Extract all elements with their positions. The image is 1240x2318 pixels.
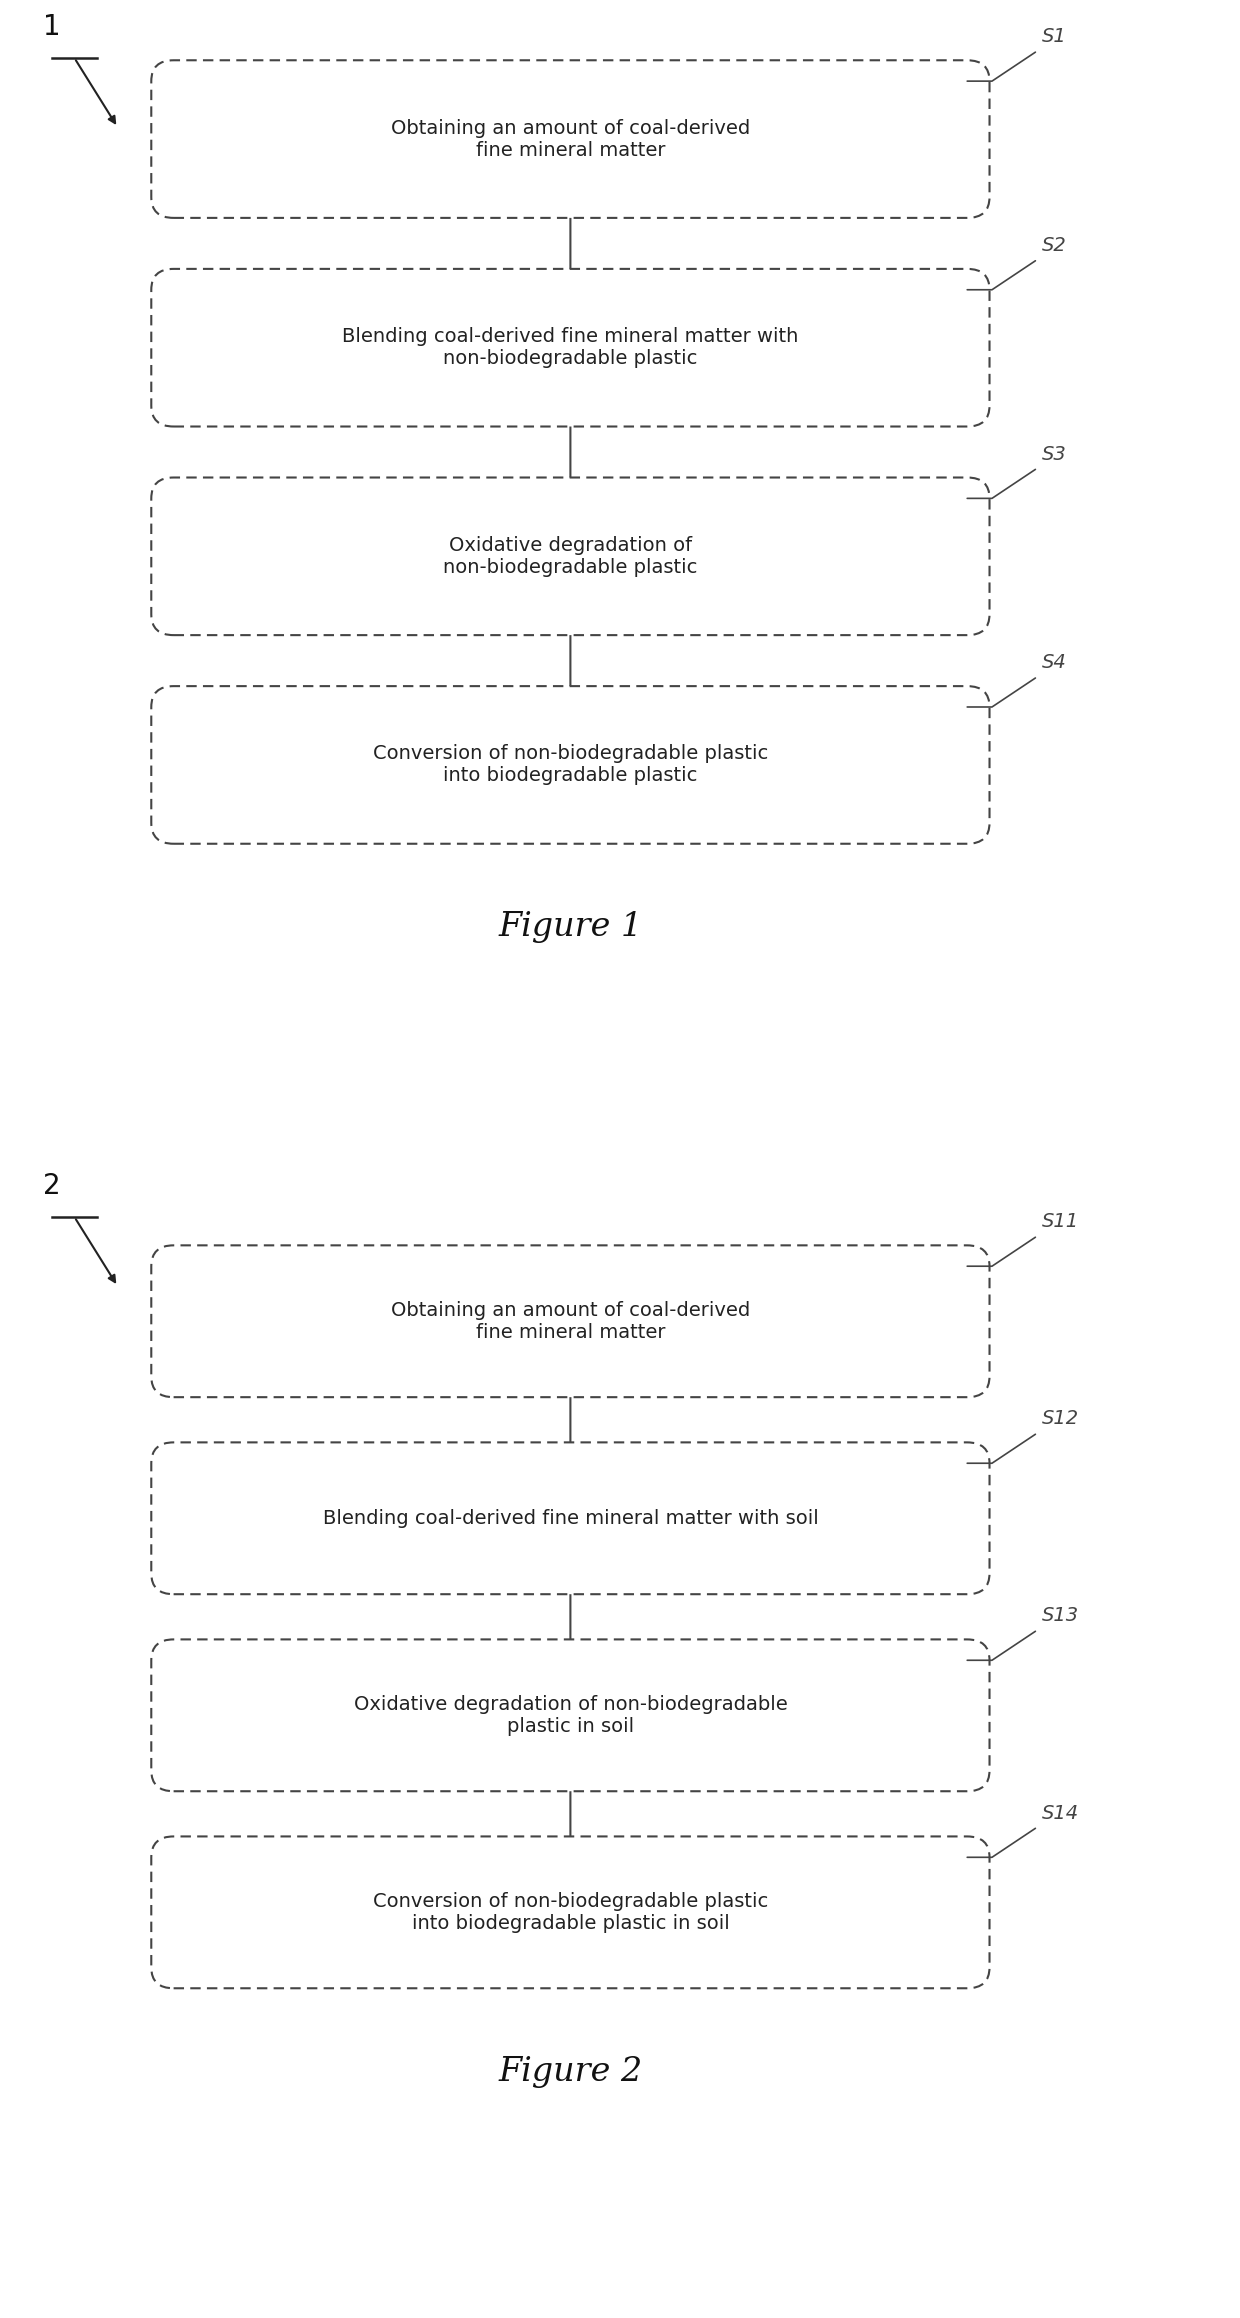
Text: Obtaining an amount of coal-derived
fine mineral matter: Obtaining an amount of coal-derived fine… bbox=[391, 118, 750, 160]
FancyBboxPatch shape bbox=[151, 478, 990, 635]
Text: S14: S14 bbox=[1042, 1803, 1079, 1822]
FancyBboxPatch shape bbox=[151, 60, 990, 218]
Text: 1: 1 bbox=[43, 12, 61, 39]
Text: S12: S12 bbox=[1042, 1409, 1079, 1428]
Text: S4: S4 bbox=[1042, 654, 1066, 672]
FancyBboxPatch shape bbox=[151, 1245, 990, 1398]
Text: Conversion of non-biodegradable plastic
into biodegradable plastic in soil: Conversion of non-biodegradable plastic … bbox=[373, 1891, 768, 1933]
Text: Oxidative degradation of non-biodegradable
plastic in soil: Oxidative degradation of non-biodegradab… bbox=[353, 1694, 787, 1736]
FancyBboxPatch shape bbox=[151, 1639, 990, 1792]
Text: Obtaining an amount of coal-derived
fine mineral matter: Obtaining an amount of coal-derived fine… bbox=[391, 1300, 750, 1342]
Text: Figure 2: Figure 2 bbox=[498, 2056, 642, 2089]
Text: S3: S3 bbox=[1042, 445, 1066, 464]
Text: Blending coal-derived fine mineral matter with
non-biodegradable plastic: Blending coal-derived fine mineral matte… bbox=[342, 327, 799, 369]
Text: 2: 2 bbox=[43, 1171, 61, 1201]
Text: Blending coal-derived fine mineral matter with soil: Blending coal-derived fine mineral matte… bbox=[322, 1509, 818, 1528]
Text: Figure 1: Figure 1 bbox=[498, 911, 642, 943]
Text: Conversion of non-biodegradable plastic
into biodegradable plastic: Conversion of non-biodegradable plastic … bbox=[373, 744, 768, 786]
Text: S11: S11 bbox=[1042, 1212, 1079, 1231]
FancyBboxPatch shape bbox=[151, 686, 990, 844]
Text: S1: S1 bbox=[1042, 28, 1066, 46]
Text: S2: S2 bbox=[1042, 236, 1066, 255]
FancyBboxPatch shape bbox=[151, 1836, 990, 1989]
Text: Oxidative degradation of
non-biodegradable plastic: Oxidative degradation of non-biodegradab… bbox=[443, 535, 698, 577]
FancyBboxPatch shape bbox=[151, 1442, 990, 1595]
FancyBboxPatch shape bbox=[151, 269, 990, 427]
Text: S13: S13 bbox=[1042, 1606, 1079, 1625]
